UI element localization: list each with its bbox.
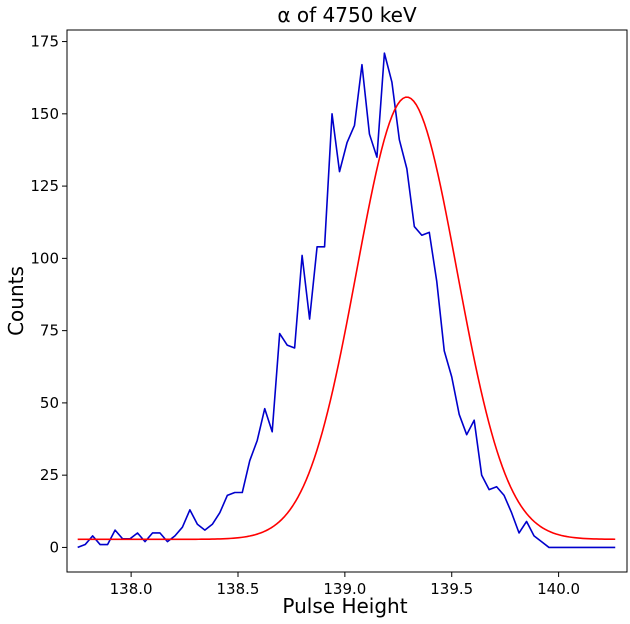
plot-frame — [66, 29, 628, 573]
y-tick-label: 150 — [30, 105, 59, 123]
y-tick-label: 50 — [40, 394, 59, 412]
x-tick-label: 139.5 — [430, 580, 473, 598]
x-tick-label: 138.5 — [217, 580, 260, 598]
y-tick-label: 175 — [30, 33, 59, 51]
y-tick-label: 125 — [30, 177, 59, 195]
y-tick-label: 25 — [40, 466, 59, 484]
plot-content — [77, 52, 616, 549]
y-tick-label: 100 — [30, 249, 59, 267]
x-tick-label: 138.0 — [110, 580, 153, 598]
x-axis: 138.0 138.5 139.0 139.5 140.0 — [110, 572, 580, 598]
y-axis: 0 25 50 75 100 125 150 175 — [30, 33, 67, 556]
y-tick-label: 0 — [49, 538, 59, 556]
series-data-line — [77, 52, 616, 549]
x-tick-label: 140.0 — [537, 580, 580, 598]
y-axis-title: Counts — [4, 266, 28, 336]
series-fit-line — [77, 96, 616, 541]
x-axis-title: Pulse Height — [282, 594, 407, 618]
y-tick-label: 75 — [40, 322, 59, 340]
chart-title: α of 4750 keV — [277, 3, 417, 27]
x-tick-label: 139.0 — [323, 580, 366, 598]
